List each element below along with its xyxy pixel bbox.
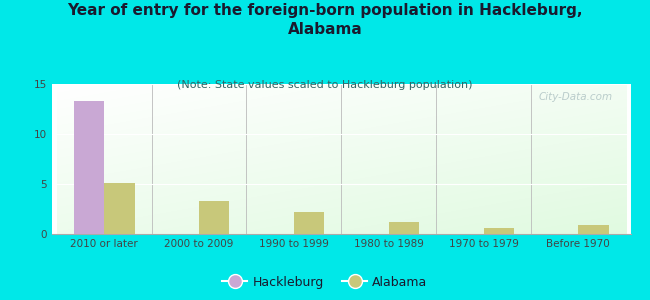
Bar — [294, 212, 324, 234]
Bar — [389, 222, 419, 234]
Bar — [484, 228, 514, 234]
Text: City-Data.com: City-Data.com — [539, 92, 613, 101]
Bar — [74, 101, 104, 234]
Legend: Hackleburg, Alabama: Hackleburg, Alabama — [217, 271, 433, 294]
Bar — [578, 225, 608, 234]
Bar — [104, 183, 135, 234]
Bar — [199, 201, 229, 234]
Text: (Note: State values scaled to Hackleburg population): (Note: State values scaled to Hackleburg… — [177, 80, 473, 89]
Text: Year of entry for the foreign-born population in Hackleburg,
Alabama: Year of entry for the foreign-born popul… — [67, 3, 583, 37]
